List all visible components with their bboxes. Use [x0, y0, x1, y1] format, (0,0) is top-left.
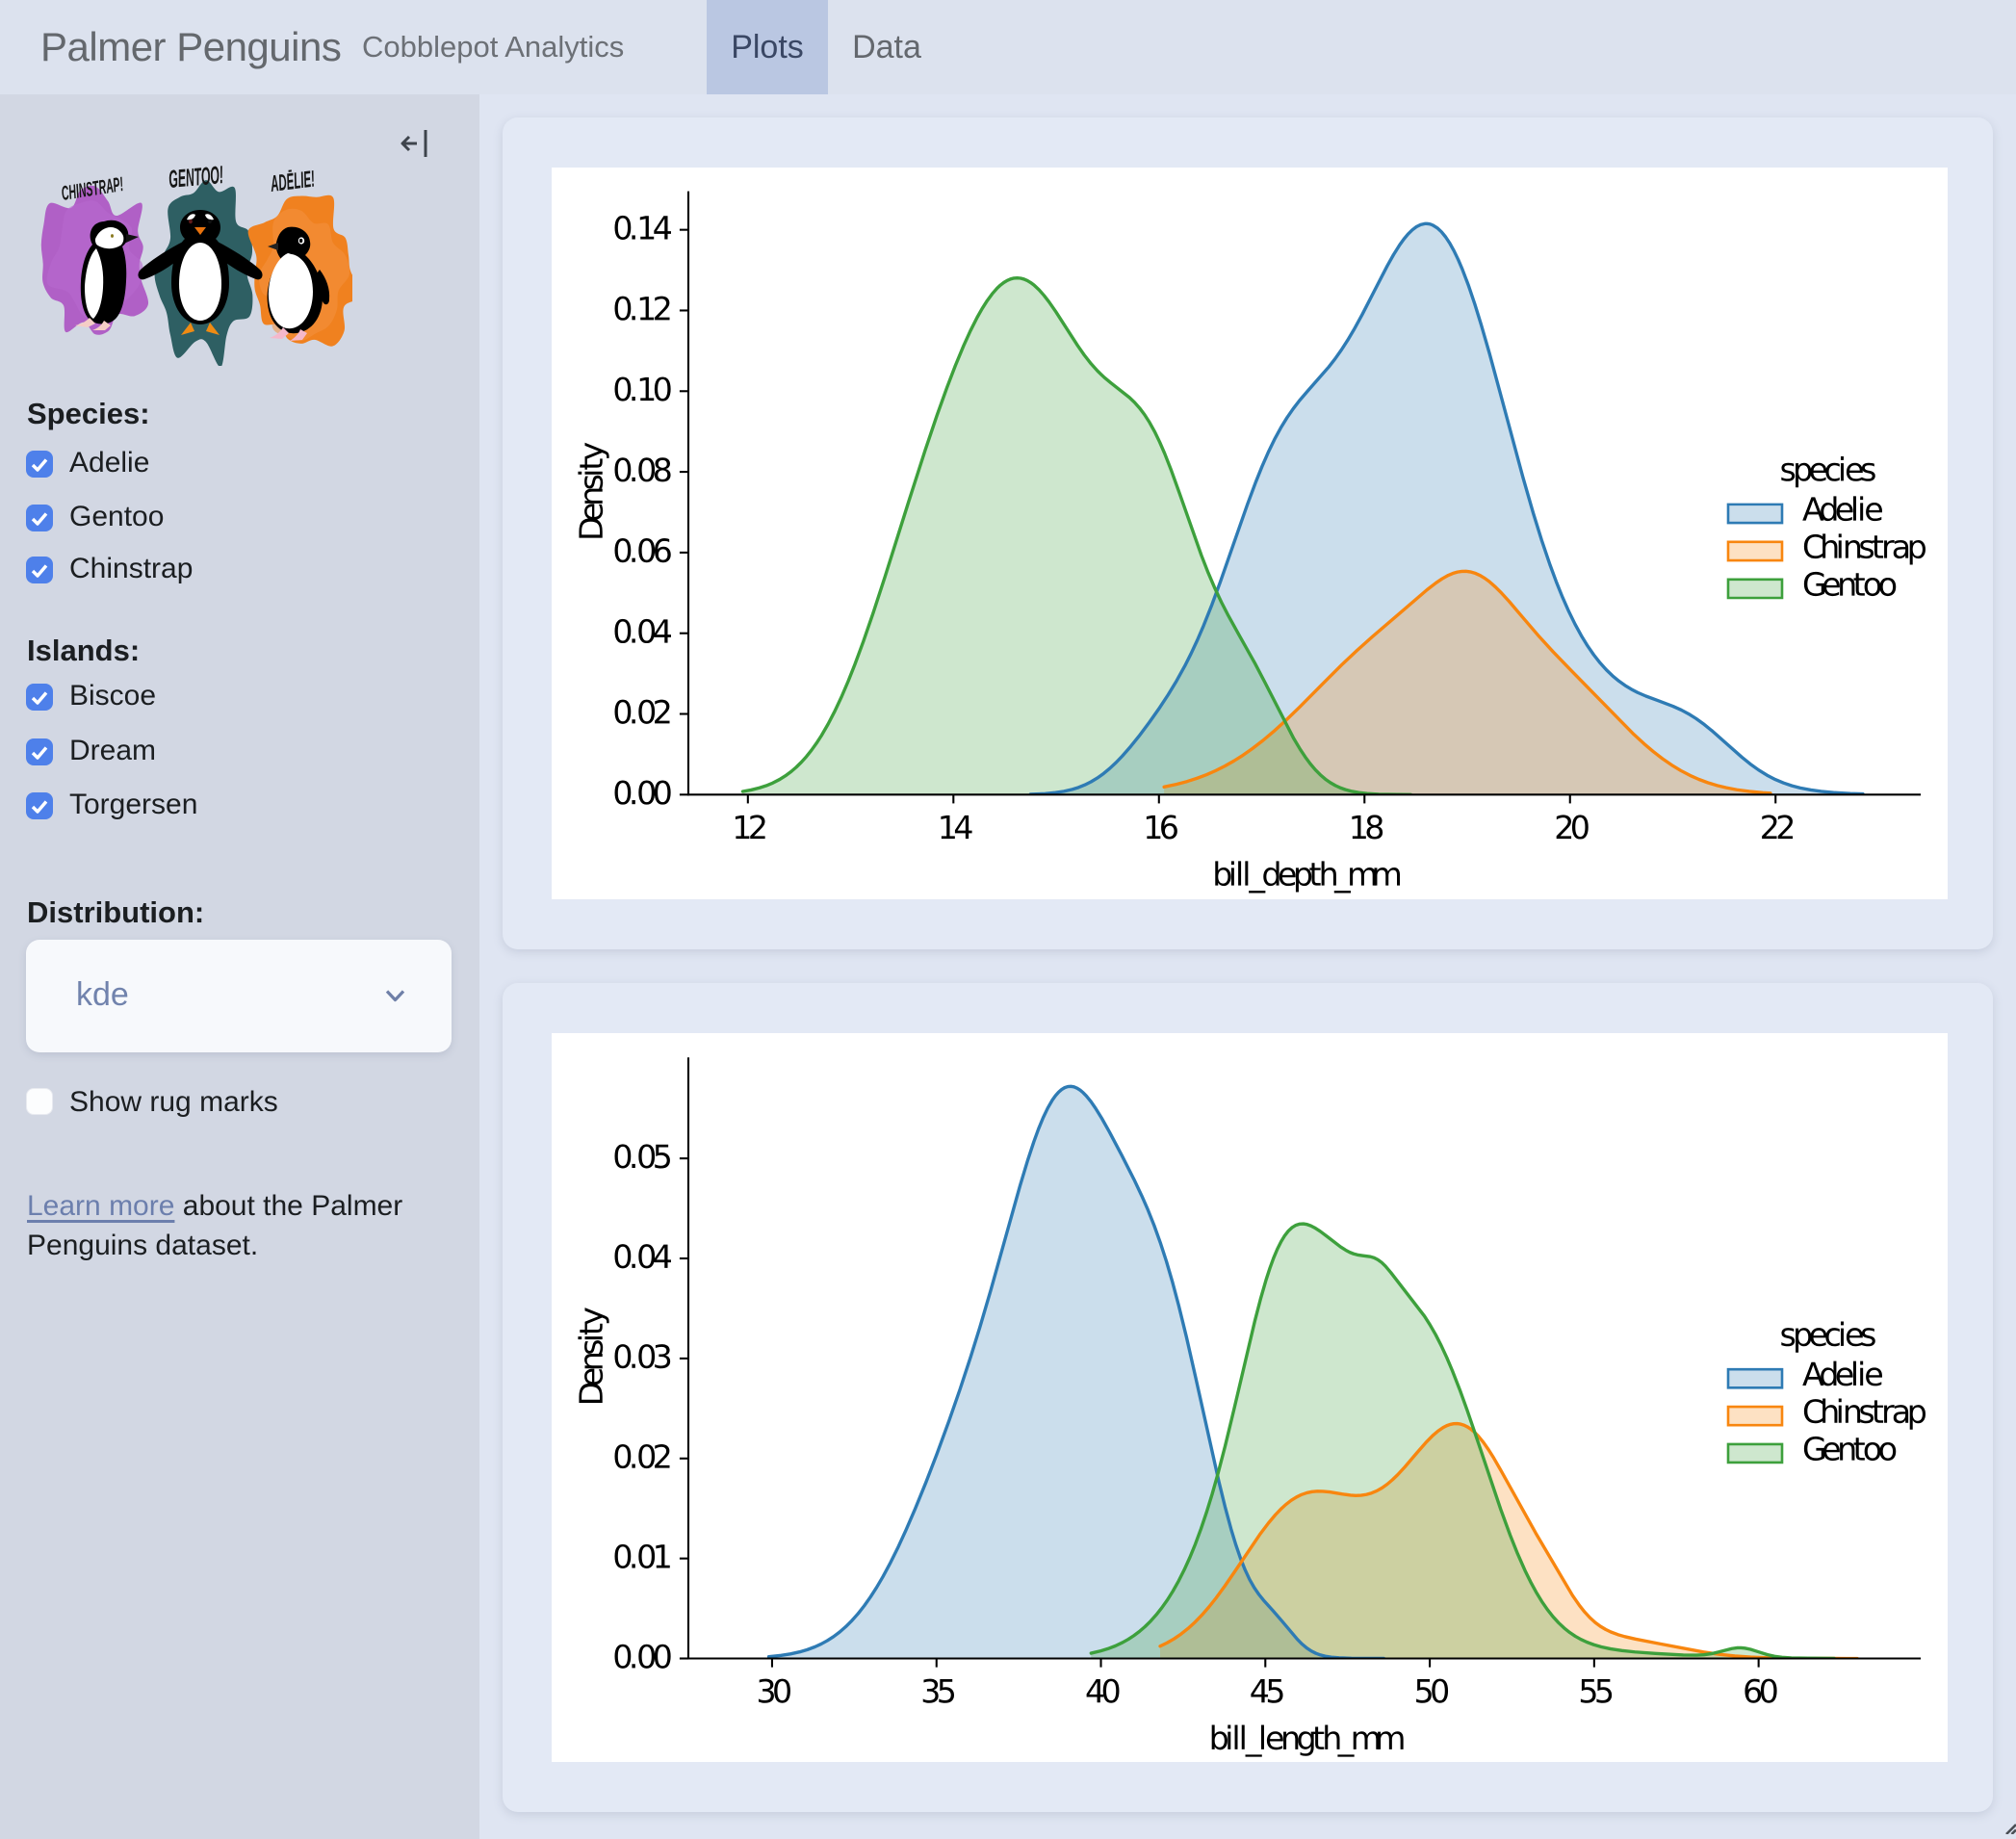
svg-text:ADĒLIE!: ADĒLIE! — [269, 166, 317, 196]
svg-text:GENTOO!: GENTOO! — [168, 162, 224, 194]
svg-text:CHINSTRAP!: CHINSTRAP! — [60, 172, 125, 205]
